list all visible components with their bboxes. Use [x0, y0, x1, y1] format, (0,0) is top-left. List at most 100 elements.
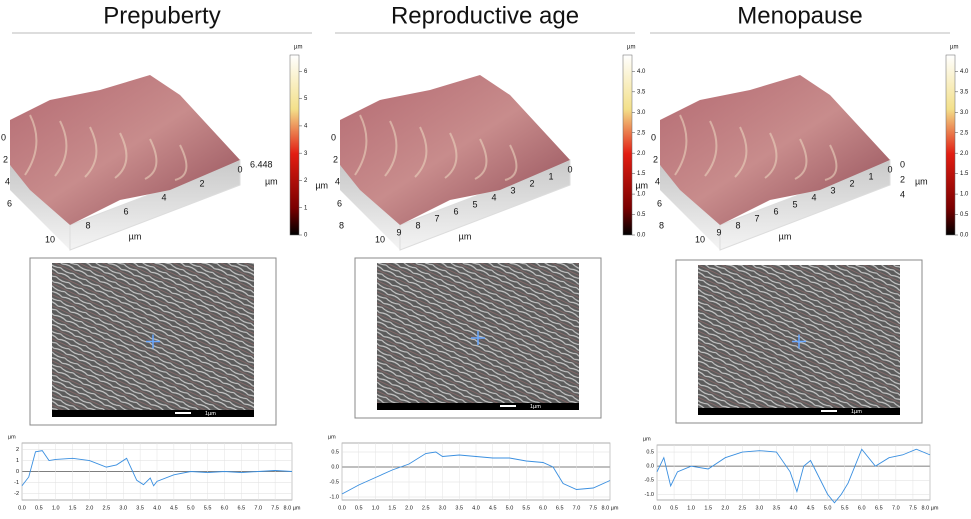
surface-axis-unit: µm	[315, 180, 328, 190]
surface-axis-label: 0	[331, 132, 336, 142]
surface-axis-label: 7	[754, 213, 759, 223]
surface-ridge	[114, 132, 128, 179]
sem-scale-bar	[821, 410, 837, 412]
surface-ridge	[414, 126, 428, 178]
y-tick-label: 0.5	[646, 450, 654, 456]
panel-title: Menopause	[737, 2, 862, 29]
x-tick-label: 1.0	[52, 505, 60, 511]
surface-axis-label: 6	[123, 206, 128, 216]
colorbar-tick-label: 1.0	[637, 192, 646, 198]
x-tick-label: 6.0	[221, 505, 229, 511]
surface-ridge	[54, 120, 68, 177]
x-tick-label: 2.0	[405, 505, 413, 511]
surface-axis-label: 5	[472, 199, 477, 209]
colorbar	[622, 54, 633, 236]
x-tick-label: 7.0	[573, 505, 581, 511]
surface-axis-label: 4	[491, 192, 496, 202]
colorbar-tick-label: 1	[304, 205, 308, 211]
surface-axis-label: 6.448	[250, 159, 273, 169]
colorbar-tick-label: 1.0	[960, 192, 969, 198]
x-tick-label: 0.0	[653, 505, 661, 511]
surface-axis-unit: µm	[635, 180, 648, 190]
surface-side	[660, 165, 720, 250]
surface-axis-label: 8	[415, 220, 420, 230]
x-tick-label: 4.5	[489, 505, 497, 511]
surface-ridge	[444, 132, 458, 179]
x-tick-label: 5.5	[522, 505, 530, 511]
y-tick-label: -1.0	[330, 494, 339, 500]
colorbar-tick-label: 2	[304, 178, 308, 184]
x-tick-label: 3.5	[455, 505, 463, 511]
sem-crosshair	[792, 334, 806, 349]
surface-axis-label: 6	[657, 198, 662, 208]
x-tick-label: 0.5	[670, 505, 678, 511]
surface-axis-unit: µm	[459, 231, 472, 241]
x-tick-label: 7.5	[271, 505, 279, 511]
x-tick-label: 1.5	[388, 505, 396, 511]
x-tick-label: 4.5	[807, 505, 815, 511]
sem-footer	[377, 403, 579, 410]
x-tick-label: 5.0	[506, 505, 514, 511]
colorbar	[945, 54, 956, 236]
colorbar-tick-label: 3.5	[960, 89, 969, 95]
colorbar-tick-label: 0.0	[960, 233, 969, 239]
surface-axis-label: 9	[716, 227, 721, 237]
surface-axis-label: 8	[735, 220, 740, 230]
x-tick-label: 7.0	[892, 505, 900, 511]
x-tick-label: 5.5	[841, 505, 849, 511]
x-tick-label: 1.5	[69, 505, 77, 511]
colorbar-tick-label: 0.0	[637, 233, 646, 239]
surface-axis-label: 1	[548, 171, 553, 181]
surface-ridge	[704, 120, 718, 177]
x-tick-label: 3.0	[756, 505, 764, 511]
y-tick-label: -2	[14, 491, 19, 497]
colorbar-tick-label: 4.0	[637, 69, 646, 75]
sem-footer	[698, 408, 900, 415]
x-tick-label: 4.5	[170, 505, 178, 511]
surface-side	[340, 165, 400, 250]
colorbar-tick-label: 5	[304, 96, 308, 102]
x-tick-label: 7.0	[254, 505, 262, 511]
colorbar-unit: µm	[294, 45, 302, 51]
surface-ridge	[674, 114, 688, 176]
x-tick-label: 3.0	[119, 505, 127, 511]
surface-axis-label: 5	[792, 199, 797, 209]
x-tick-label: 0.5	[35, 505, 43, 511]
panel-title: Prepuberty	[103, 2, 220, 29]
colorbar-tick-label: 0.5	[637, 212, 646, 218]
colorbar-tick-label: 4	[304, 123, 308, 129]
surface-axis-label: 0	[651, 132, 656, 142]
x-tick-label: 2.5	[422, 505, 430, 511]
x-tick-label: 0.5	[355, 505, 363, 511]
y-tick-label: 0.0	[646, 464, 654, 470]
colorbar-tick-label: 1.5	[637, 171, 646, 177]
surface-axis-label: 3	[510, 185, 515, 195]
surface-axis-label: 0	[887, 164, 892, 174]
x-tick-label: 3.0	[439, 505, 447, 511]
colorbar-tick-label: 2.0	[960, 151, 969, 157]
x-tick-label: 6.0	[858, 505, 866, 511]
surface-ridge	[474, 138, 488, 180]
surface-ridge	[174, 144, 188, 181]
x-tick-label: 4.0	[153, 505, 161, 511]
x-tick-label: 0.0	[338, 505, 346, 511]
surface-ridge	[824, 144, 838, 181]
surface-axis-label: 2	[3, 154, 8, 164]
y-unit: µm	[8, 434, 16, 440]
x-tick-label: 6.5	[875, 505, 883, 511]
surface-axis-label: 2	[849, 178, 854, 188]
surface-ridge	[84, 126, 98, 178]
colorbar-unit: µm	[627, 45, 635, 51]
surface-axis-label: 4	[811, 192, 816, 202]
surface-axis-label: 9	[396, 227, 401, 237]
colorbar-tick-label: 6	[304, 69, 308, 75]
surface-axis-label: 6	[773, 206, 778, 216]
colorbar-tick-label: 2.0	[637, 151, 646, 157]
surface-axis-label: 0	[567, 164, 572, 174]
surface-side	[10, 165, 70, 250]
surface-axis-label: 4	[900, 189, 905, 199]
surface-ridge	[794, 138, 808, 180]
surface-axis-label: 2	[900, 174, 905, 184]
x-tick-label: 0.0	[18, 505, 26, 511]
